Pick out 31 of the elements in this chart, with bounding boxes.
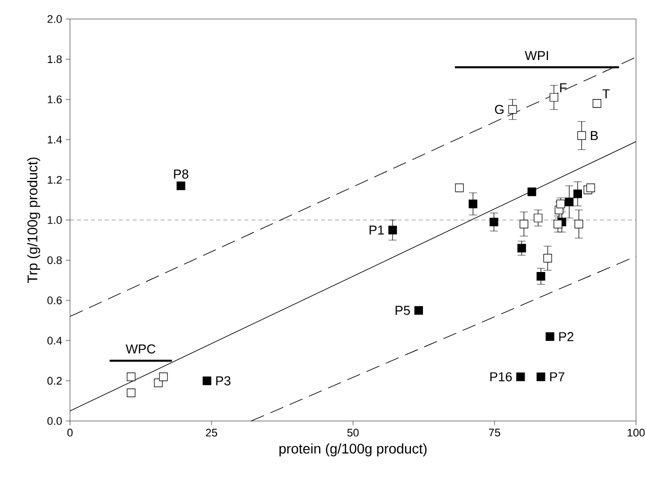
x-axis-title: protein (g/100g product) [279, 443, 427, 456]
y-axis-title: Trp (g/100g product) [27, 158, 40, 283]
annotation: G [495, 104, 504, 114]
annotation: P5 [396, 306, 410, 315]
y-tick-label: 1.6 [48, 96, 62, 104]
y-tick-label: 0.0 [47, 417, 62, 425]
x-tick-label: 75 [488, 428, 500, 436]
y-tick-label: 0.6 [47, 296, 62, 304]
y-tick-label: 1.0 [48, 216, 62, 224]
annotation: P3 [216, 376, 230, 386]
y-tick-label: 1.2 [48, 176, 62, 184]
annotation: T [602, 89, 610, 98]
x-tick-label: 50 [347, 428, 359, 437]
y-tick-label: 1.4 [48, 136, 62, 144]
y-tick-label: 2.0 [48, 15, 62, 23]
y-tick-label: 0.4 [47, 336, 62, 344]
annotation: P16 [490, 372, 512, 382]
annotation: F [560, 83, 567, 92]
x-tick-label: 0 [67, 428, 73, 437]
annotation: P1 [370, 226, 384, 235]
x-tick-label: 25 [206, 428, 218, 437]
annotation: P7 [550, 372, 564, 382]
y-tick-label: 0.8 [47, 256, 62, 264]
annotation: WPC [126, 344, 156, 354]
y-tick-label: 0.2 [47, 376, 62, 385]
annotation: P8 [174, 169, 188, 179]
annotation: P2 [559, 332, 574, 342]
y-tick-label: 1.8 [48, 55, 62, 64]
annotation: B [590, 131, 598, 140]
annotation: WPI [524, 51, 548, 60]
x-tick-label: 100 [628, 428, 645, 437]
